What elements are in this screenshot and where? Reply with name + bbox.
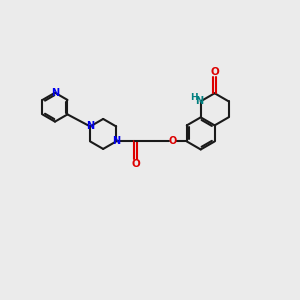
- Text: N: N: [196, 96, 204, 106]
- Text: N: N: [112, 136, 120, 146]
- Text: O: O: [210, 67, 219, 77]
- Text: H: H: [190, 93, 198, 102]
- Text: O: O: [169, 136, 177, 146]
- Text: O: O: [131, 159, 140, 169]
- Text: N: N: [51, 88, 59, 98]
- Text: N: N: [86, 122, 94, 131]
